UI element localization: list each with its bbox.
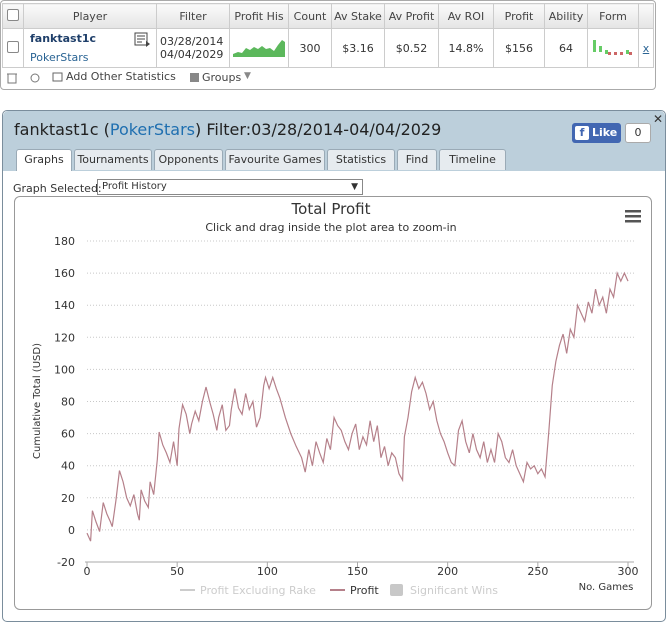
player-site: PokerStars bbox=[30, 51, 89, 64]
x-tick-label: 100 bbox=[257, 565, 278, 578]
row-check[interactable] bbox=[2, 28, 24, 68]
title-site[interactable]: PokerStars bbox=[109, 120, 195, 139]
column-header[interactable]: Form bbox=[587, 3, 639, 29]
x-tick-label: 250 bbox=[527, 565, 548, 578]
column-header[interactable]: Ability bbox=[544, 3, 588, 29]
player-cell: fanktast1c PokerStars bbox=[23, 28, 157, 68]
title-close: ) bbox=[195, 120, 202, 139]
filter-cell: 03/28/2014 04/04/2029 bbox=[156, 28, 230, 68]
remove-link[interactable]: x bbox=[638, 28, 654, 68]
y-tick-label: 80 bbox=[61, 396, 75, 409]
column-header[interactable]: Av ROI bbox=[438, 3, 494, 29]
profit: $156 bbox=[493, 28, 545, 68]
close-button[interactable]: ✕ bbox=[653, 112, 664, 126]
chart-title: Total Profit bbox=[291, 200, 371, 218]
chart-subtitle: Click and drag inside the plot area to z… bbox=[205, 221, 456, 234]
like-button[interactable]: f Like bbox=[572, 123, 621, 143]
profit-sparkline bbox=[229, 28, 289, 68]
tab[interactable]: Opponents bbox=[154, 149, 223, 170]
groups-menu[interactable]: Groups bbox=[202, 71, 242, 84]
y-tick-label: 100 bbox=[54, 363, 75, 376]
filter-from: 03/28/2014 bbox=[160, 35, 224, 48]
y-tick-label: 0 bbox=[68, 524, 75, 537]
legend-entry: Significant Wins bbox=[410, 584, 498, 597]
av-stake: $3.16 bbox=[331, 28, 385, 68]
edit-icon[interactable] bbox=[134, 32, 152, 48]
groups-caret: ▼ bbox=[244, 71, 251, 81]
x-tick-label: 0 bbox=[84, 565, 91, 578]
tab[interactable]: Graphs bbox=[16, 149, 72, 171]
y-tick-label: 160 bbox=[54, 267, 75, 280]
like-count: 0 bbox=[625, 123, 651, 143]
column-header[interactable]: Player bbox=[23, 3, 157, 29]
menu-icon[interactable] bbox=[625, 210, 641, 223]
player-name[interactable]: fanktast1c bbox=[30, 32, 97, 45]
x-axis-label: No. Games bbox=[579, 582, 634, 593]
legend-entry: Profit bbox=[350, 584, 379, 597]
header-blank bbox=[638, 3, 654, 29]
column-header[interactable]: Av Profit bbox=[384, 3, 439, 29]
column-header[interactable]: Filter bbox=[156, 3, 230, 29]
chart-box bbox=[14, 196, 652, 610]
title-filter: Filter:03/28/2014-04/04/2029 bbox=[206, 120, 442, 139]
x-tick-label: 150 bbox=[347, 565, 368, 578]
panel-title: fanktast1c (PokerStars) Filter:03/28/201… bbox=[14, 120, 441, 139]
title-open: ( bbox=[103, 120, 110, 139]
title-name: fanktast1c bbox=[14, 120, 99, 139]
column-header[interactable]: Count bbox=[288, 3, 332, 29]
x-tick-label: 300 bbox=[618, 565, 639, 578]
stats-table-box: Player Filter Profit His Count Av Stake Av Pr… bbox=[0, 0, 656, 90]
tab[interactable]: Favourite Games bbox=[225, 149, 325, 170]
chart: Total Profit Click and drag inside the p… bbox=[32, 200, 641, 597]
tab[interactable]: Tournaments bbox=[74, 149, 152, 170]
form-sparkline bbox=[587, 28, 639, 68]
y-tick-label: 120 bbox=[54, 331, 75, 344]
stats-table: Player Filter Profit His Count Av Stake Av Pr… bbox=[2, 3, 654, 68]
y-tick-label: 20 bbox=[61, 492, 75, 505]
tab[interactable]: Statistics bbox=[327, 149, 395, 170]
y-tick-label: -20 bbox=[57, 556, 75, 569]
header-check[interactable] bbox=[2, 3, 24, 29]
filter-to: 04/04/2029 bbox=[160, 48, 224, 61]
y-tick-label: 140 bbox=[54, 299, 75, 312]
ability: 64 bbox=[544, 28, 588, 68]
graph-selected: Profit History bbox=[102, 181, 167, 192]
legend-entry: Profit Excluding Rake bbox=[200, 584, 316, 597]
panel-header: fanktast1c (PokerStars) Filter:03/28/201… bbox=[3, 111, 665, 171]
x-tick-label: 200 bbox=[437, 565, 458, 578]
av-roi: 14.8% bbox=[438, 28, 494, 68]
tab[interactable]: Find bbox=[397, 149, 437, 170]
column-header[interactable]: Profit His bbox=[229, 3, 289, 29]
legend-swatch bbox=[390, 584, 403, 596]
graph-label: Graph Selected: bbox=[13, 182, 102, 195]
y-tick-label: 40 bbox=[61, 460, 75, 473]
y-axis-label: Cumulative Total (USD) bbox=[32, 343, 43, 459]
groups-icon bbox=[190, 73, 199, 82]
graph-select[interactable]: Profit History ▼ bbox=[97, 179, 363, 195]
add-icon bbox=[52, 72, 63, 82]
tab[interactable]: Timeline bbox=[439, 149, 506, 170]
like-text: Like bbox=[592, 126, 618, 139]
player-panel: fanktast1c (PokerStars) Filter:03/28/201… bbox=[2, 110, 666, 622]
profit-line bbox=[86, 270, 629, 542]
av-profit: $0.52 bbox=[384, 28, 439, 68]
toolbar-icons[interactable] bbox=[7, 71, 47, 85]
column-header[interactable]: Profit bbox=[493, 3, 545, 29]
add-statistics[interactable]: Add Other Statistics bbox=[66, 70, 176, 83]
y-tick-label: 60 bbox=[61, 428, 75, 441]
column-header[interactable]: Av Stake bbox=[331, 3, 385, 29]
y-tick-label: 180 bbox=[54, 235, 75, 248]
x-tick-label: 50 bbox=[170, 565, 184, 578]
count: 300 bbox=[288, 28, 332, 68]
